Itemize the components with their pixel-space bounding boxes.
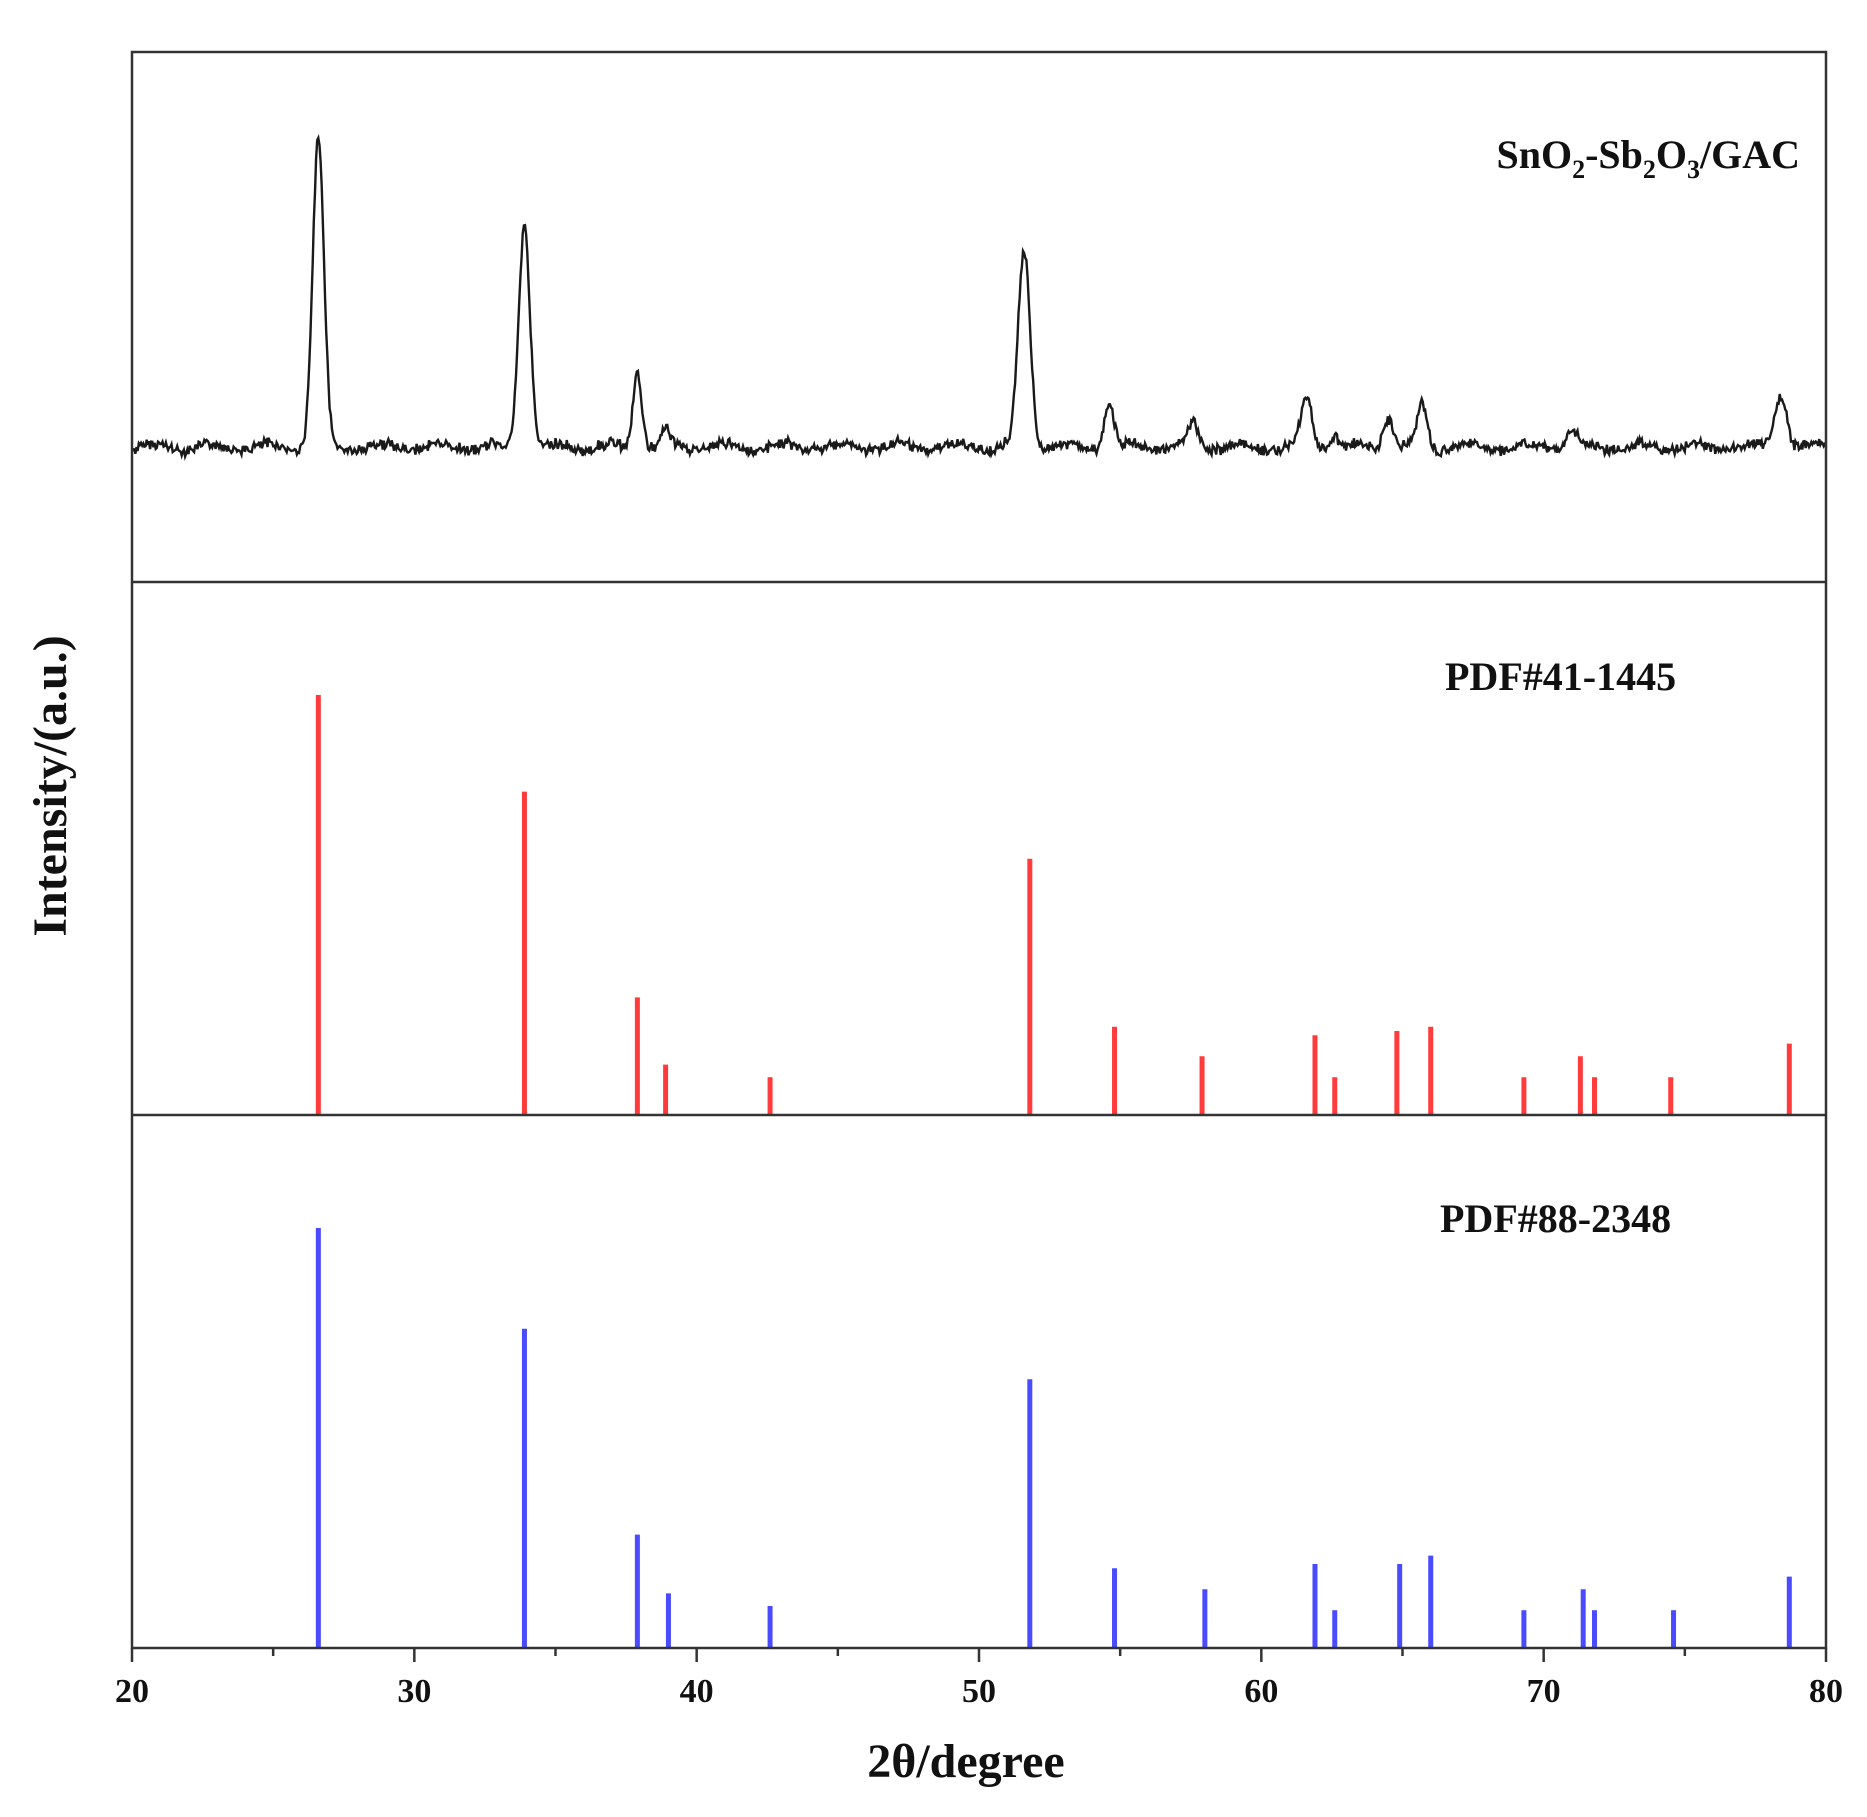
x-tick-label-60: 60 xyxy=(1244,1673,1278,1710)
panel-label-pdf-88-2348: PDF#88-2348 xyxy=(1440,1196,1671,1241)
panel-label-sample: SnO2-Sb2O3/GAC xyxy=(1496,132,1800,184)
plot-frame xyxy=(130,50,1828,1650)
panel-1 xyxy=(315,695,1792,1115)
panel-0 xyxy=(131,133,1828,462)
x-tick-label-20: 20 xyxy=(115,1673,149,1710)
x-tick-label-70: 70 xyxy=(1527,1673,1561,1710)
panel-2 xyxy=(315,1228,1792,1648)
x-axis-title: 2θ/degree xyxy=(867,1735,1064,1788)
x-tick-label-50: 50 xyxy=(962,1673,996,1710)
panel-label-pdf-41-1445: PDF#41-1445 xyxy=(1445,654,1676,699)
x-tick-label-30: 30 xyxy=(397,1673,431,1710)
series-line-sample xyxy=(131,133,1828,462)
x-tick-label-80: 80 xyxy=(1809,1673,1843,1710)
y-axis-title: Intensity/(a.u.) xyxy=(24,635,77,936)
x-tick-label-40: 40 xyxy=(680,1673,714,1710)
panels xyxy=(131,133,1828,1648)
x-axis: 20 30 40 50 60 70 80 xyxy=(115,50,1843,1710)
